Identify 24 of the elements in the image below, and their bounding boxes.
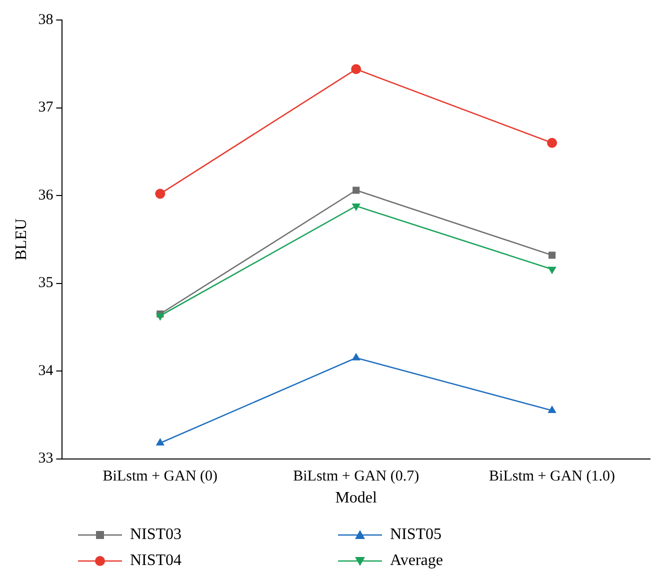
- y-tick-label: 38: [38, 12, 54, 28]
- point: [352, 204, 360, 212]
- point: [547, 138, 558, 148]
- point: [548, 406, 556, 414]
- legend-label: Average: [390, 552, 443, 570]
- x-axis-title: Model: [335, 490, 378, 507]
- y-tick-label: 34: [38, 362, 54, 379]
- y-tick-label: 33: [38, 450, 54, 467]
- point: [352, 352, 360, 360]
- x-tick-label: BiLstm + GAN (0): [102, 468, 218, 485]
- point: [351, 64, 362, 74]
- y-tick-label: 35: [38, 275, 54, 292]
- legend-label: NIST03: [130, 526, 182, 544]
- legend-label: NIST04: [130, 552, 182, 570]
- legend-label: NIST05: [390, 526, 442, 544]
- x-tick-label: BiLstm + GAN (0.7): [293, 468, 420, 485]
- point: [156, 438, 164, 446]
- y-tick-label: 36: [38, 187, 54, 204]
- point: [548, 252, 556, 259]
- y-tick-label: 37: [38, 100, 54, 116]
- y-axis-title: BLEU: [12, 218, 30, 260]
- x-tick-label: BiLstm + GAN (1.0): [489, 468, 616, 485]
- point: [352, 186, 360, 194]
- point: [155, 188, 166, 199]
